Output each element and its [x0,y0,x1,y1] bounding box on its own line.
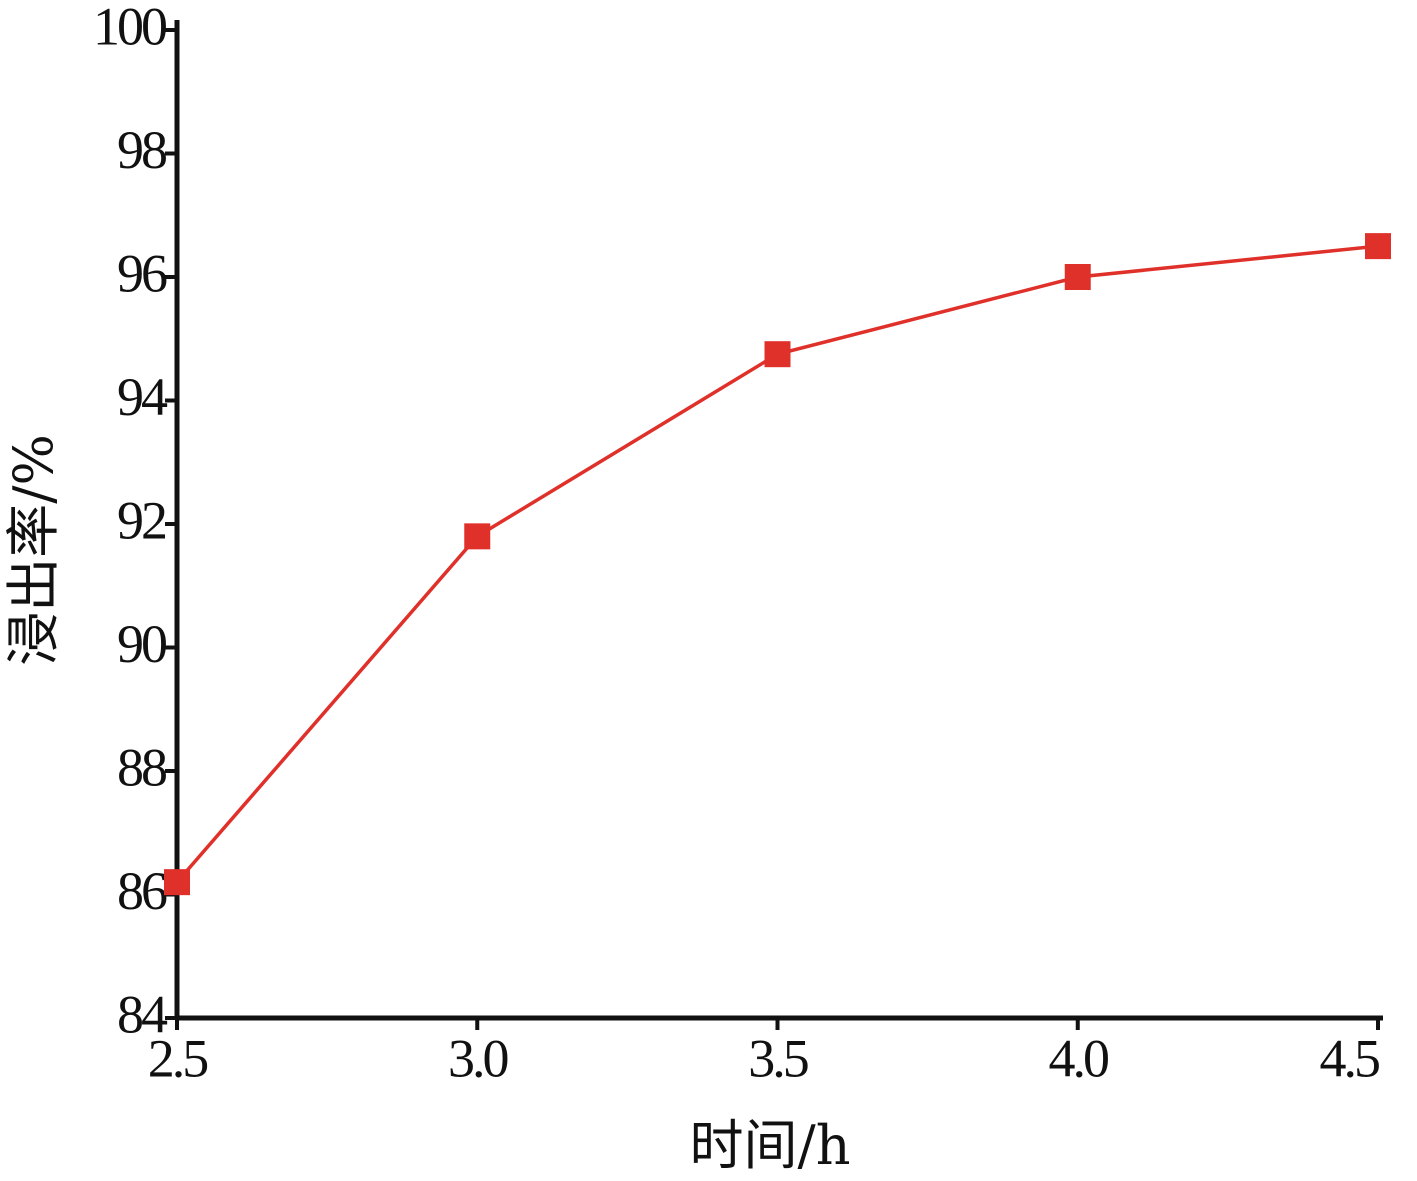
marker [464,523,491,550]
y-tick-label: 84 [117,984,168,1044]
y-tick-label: 94 [117,367,168,427]
x-tick-label: 3.5 [748,1028,808,1088]
x-tick-label: 4.5 [1320,1028,1380,1088]
y-tick-label: 86 [117,861,167,921]
x-axis-label: 时间/h [690,1114,851,1177]
y-tick-label: 96 [117,243,167,303]
y-tick-label: 88 [117,737,166,797]
marker [1365,233,1391,260]
y-tick-label: 90 [117,614,166,674]
y-tick-label: 92 [117,490,166,550]
y-axis-label: 浸出率/% [2,434,65,666]
marker [164,869,190,896]
x-tick-label: 4.0 [1049,1028,1109,1088]
x-tick-label: 2.5 [148,1028,208,1088]
x-tick-label: 3.0 [448,1028,508,1088]
y-tick-label: 100 [93,0,166,56]
marker [764,341,791,368]
y-tick-label: 98 [117,120,166,180]
marker [1064,264,1091,290]
